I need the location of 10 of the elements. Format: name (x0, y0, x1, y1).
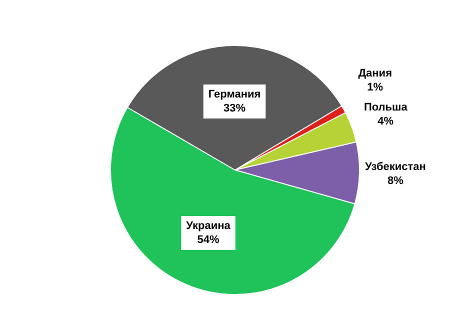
slice-label: Украина (186, 220, 232, 232)
data-label: 4% (378, 116, 394, 128)
slice-label: Узбекистан (364, 160, 426, 173)
data-label: 1% (367, 82, 384, 94)
data-label: 8% (388, 174, 404, 187)
slice-label: Дания (358, 68, 392, 80)
data-label: 54% (197, 234, 220, 246)
data-label: 33% (224, 102, 246, 115)
slice-label: Польша (364, 102, 408, 114)
slice-label: Германия (208, 88, 261, 101)
